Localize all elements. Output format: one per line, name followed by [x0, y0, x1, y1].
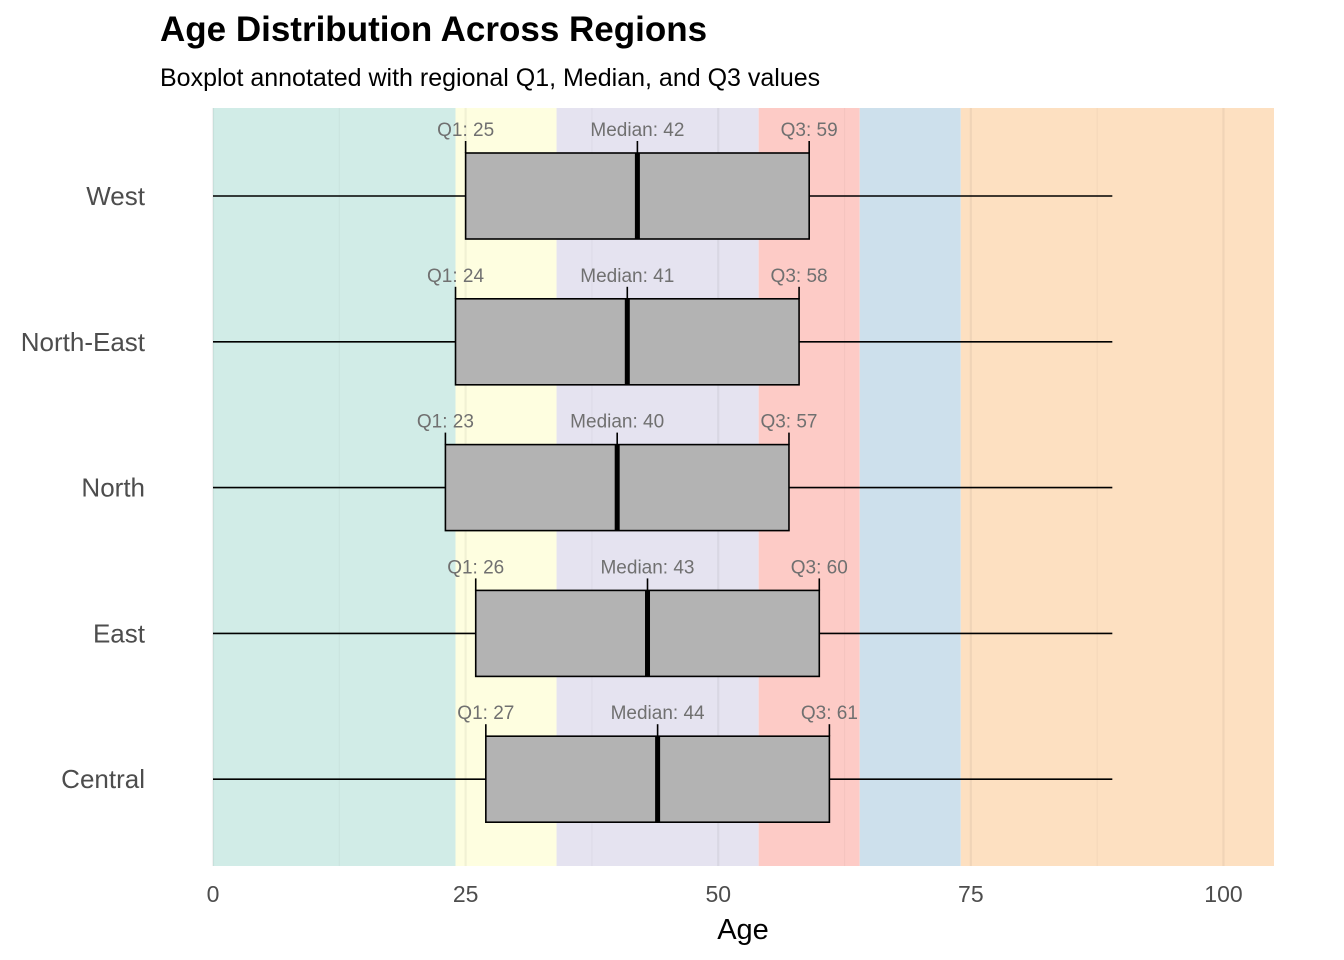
q1-label: Q1: 27 [457, 703, 514, 724]
box-west: Q1: 25 Median: 42 Q3: 59 [213, 120, 1113, 240]
median-label: Median: 40 [570, 412, 664, 433]
x-tick-label: 100 [1204, 881, 1242, 907]
median-label: Median: 42 [590, 120, 684, 141]
y-category-label: East [93, 618, 146, 648]
q1-label: Q1: 23 [417, 412, 474, 433]
chart-title: Age Distribution Across Regions [160, 10, 708, 49]
y-category-label: North [81, 473, 145, 503]
q3-label: Q3: 60 [791, 557, 848, 578]
q1-label: Q1: 26 [447, 557, 504, 578]
box-east: Q1: 26 Median: 43 Q3: 60 [213, 557, 1113, 678]
boxes: Q1: 27 Median: 44 Q3: 61 Q1: 26 Median: 43 Q3… [213, 120, 1113, 824]
box-north-east: Q1: 24 Median: 41 Q3: 58 [213, 266, 1113, 386]
box-central: Q1: 27 Median: 44 Q3: 61 [213, 703, 1113, 824]
median-label: Median: 41 [580, 266, 674, 287]
y-category-label: West [86, 181, 146, 211]
q1-label: Q1: 24 [427, 266, 484, 287]
y-category-label: Central [61, 764, 145, 794]
chart-subtitle: Boxplot annotated with regional Q1, Medi… [160, 64, 821, 92]
x-tick-label: 75 [958, 881, 984, 907]
x-axis-title: Age [717, 914, 769, 946]
q1-label: Q1: 25 [437, 120, 494, 141]
q3-label: Q3: 59 [781, 120, 838, 141]
q3-label: Q3: 61 [801, 703, 858, 724]
x-tick-label: 25 [453, 881, 479, 907]
x-tick-label: 50 [705, 881, 731, 907]
y-axis: Central East North North-East West [21, 181, 146, 794]
median-label: Median: 43 [600, 557, 694, 578]
q3-label: Q3: 58 [771, 266, 828, 287]
q3-label: Q3: 57 [760, 412, 817, 433]
x-tick-label: 0 [207, 881, 220, 907]
x-axis: 0 25 50 75 100 [207, 881, 1243, 907]
median-label: Median: 44 [611, 703, 705, 724]
y-category-label: North-East [21, 327, 146, 357]
box-north: Q1: 23 Median: 40 Q3: 57 [213, 412, 1113, 532]
